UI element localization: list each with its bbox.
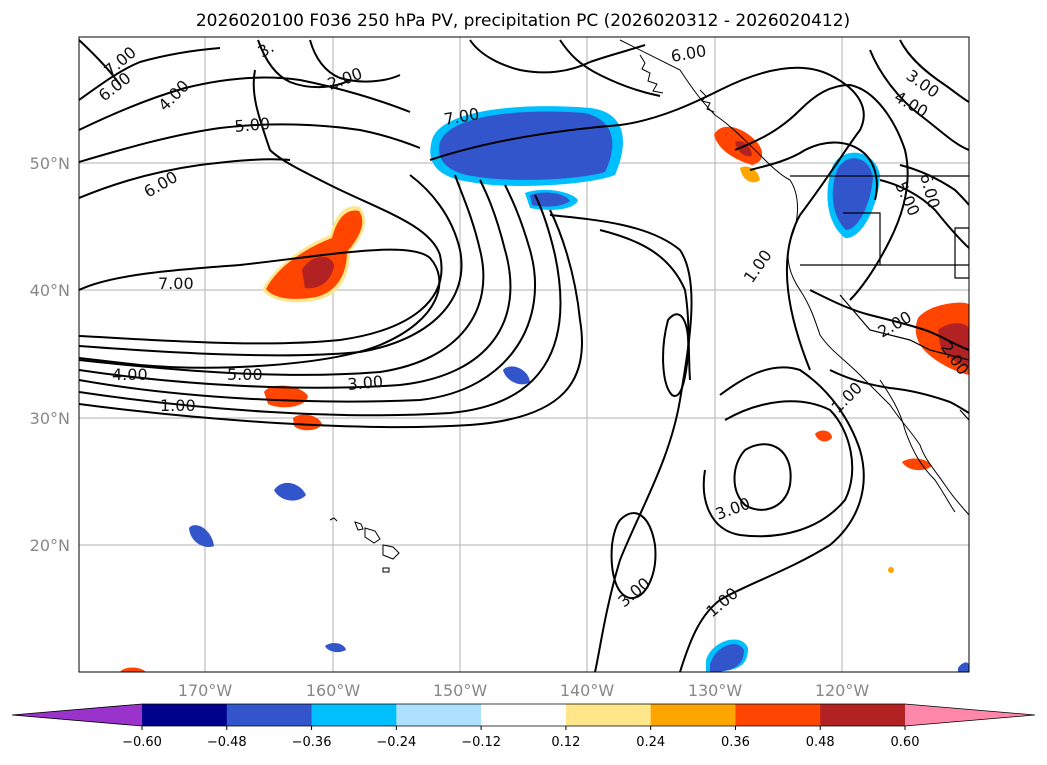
lon-label: 150°W bbox=[433, 681, 488, 700]
precip-positive-area bbox=[266, 210, 363, 299]
colorbar-tick-label: 0.24 bbox=[636, 735, 665, 750]
contour-label: 7.00 bbox=[158, 274, 194, 293]
colorbar-bin bbox=[396, 704, 482, 726]
map-title: 2026020100 F036 250 hPa PV, precipitatio… bbox=[196, 11, 850, 31]
colorbar-tick-label: 0.60 bbox=[891, 735, 920, 750]
pv-contours bbox=[79, 39, 969, 672]
precip-negative-core bbox=[503, 366, 530, 385]
colorbar-bin bbox=[481, 704, 567, 726]
colorbar-bin bbox=[565, 704, 652, 726]
precip-negative-core bbox=[710, 644, 744, 672]
precip-negative-core bbox=[958, 662, 969, 672]
precip-negative-core bbox=[438, 111, 613, 180]
colorbar: −0.60 −0.48 −0.36 −0.24 −0.12 0.12 0.24 0.36 0.4… bbox=[11, 703, 1036, 750]
contour-label: 5.00 bbox=[227, 365, 263, 384]
lon-label: 120°W bbox=[815, 681, 870, 700]
colorbar-tick-label: 0.12 bbox=[551, 735, 580, 750]
precip-positive-core bbox=[302, 256, 334, 289]
precip-negative-core bbox=[274, 482, 306, 501]
contour-label: 3.00 bbox=[347, 372, 384, 394]
colorbar-bin bbox=[142, 704, 228, 726]
contour-label: 4.00 bbox=[112, 365, 148, 384]
colorbar-tick-label: 0.36 bbox=[721, 735, 750, 750]
colorbar-tick-label: −0.36 bbox=[292, 735, 332, 750]
map-panel: 7.00 6.00 4.00 3. 2.00 5.00 6.00 7.00 7.… bbox=[78, 36, 970, 673]
precip-positive-dot bbox=[888, 567, 894, 573]
contour-label: 5.00 bbox=[234, 114, 271, 136]
precip-negative-core bbox=[530, 192, 570, 207]
lat-label: 50°N bbox=[30, 154, 70, 173]
precip-negative-core bbox=[189, 525, 214, 548]
coastlines bbox=[329, 39, 969, 573]
longitude-labels: 170°W 160°W 150°W 140°W 130°W 120°W bbox=[178, 681, 870, 700]
colorbar-tick-label: −0.60 bbox=[122, 735, 162, 750]
lon-label: 140°W bbox=[560, 681, 615, 700]
lon-label: 170°W bbox=[178, 681, 233, 700]
colorbar-bin bbox=[226, 704, 313, 726]
precip-positive-area bbox=[120, 667, 146, 672]
colorbar-tick-label: 0.48 bbox=[806, 735, 835, 750]
lat-label: 20°N bbox=[30, 536, 70, 555]
colorbar-extend-low bbox=[12, 704, 142, 726]
latitude-labels: 50°N 40°N 30°N 20°N bbox=[30, 154, 70, 555]
map-frame bbox=[78, 36, 970, 673]
contour-label: 1.00 bbox=[160, 396, 196, 415]
colorbar-tick-label: −0.12 bbox=[461, 735, 501, 750]
colorbar-tick-label: −0.48 bbox=[207, 735, 247, 750]
lat-label: 30°N bbox=[30, 409, 70, 428]
colorbar-extend-high bbox=[905, 704, 1035, 726]
precip-positive-core bbox=[938, 323, 969, 368]
precip-positive-area bbox=[815, 430, 832, 442]
precip-positive-area bbox=[740, 166, 760, 183]
colorbar-bin bbox=[650, 704, 736, 726]
lon-label: 160°W bbox=[306, 681, 361, 700]
precip-positive-core bbox=[735, 140, 752, 157]
precip-negative-core bbox=[325, 643, 346, 653]
borders bbox=[790, 175, 969, 421]
lat-label: 40°N bbox=[30, 281, 70, 300]
colorbar-tick-label: −0.24 bbox=[376, 735, 416, 750]
colorbar-bin bbox=[311, 704, 397, 726]
precip-positive-area bbox=[293, 414, 322, 431]
lon-label: 130°W bbox=[688, 681, 743, 700]
colorbar-bin bbox=[735, 704, 821, 726]
precip-positive-area bbox=[902, 458, 932, 471]
precip-positive-area bbox=[264, 385, 308, 408]
colorbar-bin bbox=[820, 704, 906, 726]
